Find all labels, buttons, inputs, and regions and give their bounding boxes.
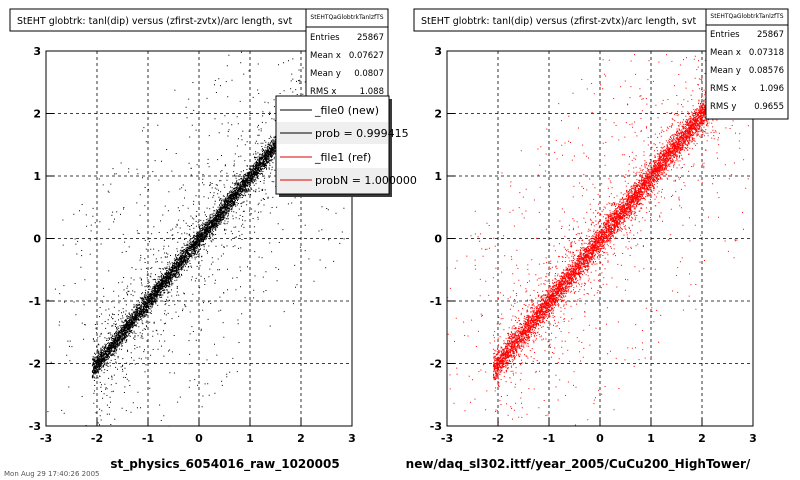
footer-timestamp: Mon Aug 29 17:40:26 2005 xyxy=(4,470,100,478)
right-stats-name: StEHTQaGlobtrkTanlzfTS xyxy=(710,13,783,20)
left-stats-label-entries: Entries xyxy=(310,33,340,43)
y-tick-label: 3 xyxy=(33,45,41,58)
y-tick-label: -1 xyxy=(430,295,442,308)
right-stats-value-mean-y: 0.08576 xyxy=(749,66,784,76)
right-stats-label-entries: Entries xyxy=(710,30,740,40)
y-tick-label: 3 xyxy=(434,45,442,58)
left-stats-name: StEHTQaGlobtrkTanlzfTS xyxy=(310,14,383,21)
right-stats-value-rms-y: 0.9655 xyxy=(754,102,784,112)
left-axis-ticks: -3 -2 -1 0 1 2 3 -3 -2 -1 0 1 2 3 xyxy=(29,45,356,445)
legend-label-prob: prob = 0.999415 xyxy=(315,127,409,140)
right-stats-label-rms-x: RMS x xyxy=(710,84,736,94)
left-stats-value-mean-x: 0.07627 xyxy=(349,51,384,61)
x-tick-label: -1 xyxy=(543,432,555,445)
y-tick-label: 0 xyxy=(434,233,442,246)
right-scatter-points xyxy=(447,51,753,426)
left-title: StEHT globtrk: tanl(dip) versus (zfirst-… xyxy=(17,16,292,27)
x-tick-label: 3 xyxy=(749,432,757,445)
y-tick-label: -1 xyxy=(29,295,41,308)
right-stats-label-mean-y: Mean y xyxy=(710,66,741,76)
legend-label-probn: probN = 1.000000 xyxy=(315,174,417,187)
left-stats-label-mean-y: Mean y xyxy=(310,69,341,79)
legend-label-file1: _file1 (ref) xyxy=(314,151,371,164)
y-tick-label: 2 xyxy=(434,108,442,121)
right-x-axis-title: new/daq_sl302.ittf/year_2005/CuCu200_Hig… xyxy=(406,457,751,472)
right-stats-label-rms-y: RMS y xyxy=(710,102,736,112)
y-tick-label: 0 xyxy=(33,233,41,246)
left-stats-value-entries: 25867 xyxy=(357,33,384,43)
x-tick-label: -1 xyxy=(142,432,154,445)
x-tick-label: -2 xyxy=(91,432,103,445)
left-panel: StEHT globtrk: tanl(dip) versus (zfirst-… xyxy=(9,8,417,472)
x-tick-label: 1 xyxy=(647,432,655,445)
x-tick-label: -2 xyxy=(492,432,504,445)
x-tick-label: -3 xyxy=(40,432,52,445)
x-tick-label: 2 xyxy=(698,432,706,445)
y-tick-label: -3 xyxy=(29,420,41,433)
right-stats-value-mean-x: 0.07318 xyxy=(749,48,784,58)
comparison-legend: _file0 (new) prob = 0.999415 _file1 (ref… xyxy=(275,95,417,197)
y-tick-label: 1 xyxy=(434,170,442,183)
y-tick-label: 2 xyxy=(33,108,41,121)
x-tick-label: 0 xyxy=(195,432,203,445)
right-title: StEHT globtrk: tanl(dip) versus (zfirst-… xyxy=(421,16,696,27)
left-x-axis-title: st_physics_6054016_raw_1020005 xyxy=(110,457,339,472)
x-tick-label: 1 xyxy=(246,432,254,445)
right-stats-box: StEHTQaGlobtrkTanlzfTS Entries 25867 Mea… xyxy=(705,8,789,120)
left-stats-value-mean-y: 0.0807 xyxy=(354,69,384,79)
right-stats-label-mean-x: Mean x xyxy=(710,48,741,58)
left-stats-value-rms-x: 1.088 xyxy=(360,87,384,97)
x-tick-label: 3 xyxy=(348,432,356,445)
left-stats-label-mean-x: Mean x xyxy=(310,51,341,61)
scatter-markers xyxy=(447,51,753,426)
x-tick-label: 0 xyxy=(596,432,604,445)
left-stats-label-rms-x: RMS x xyxy=(310,87,336,97)
x-tick-label: 2 xyxy=(297,432,305,445)
y-tick-label: -3 xyxy=(430,420,442,433)
right-axis-ticks: -3 -2 -1 0 1 2 3 -3 -2 -1 0 1 2 3 xyxy=(430,45,757,445)
y-tick-label: -2 xyxy=(430,358,442,371)
right-stats-value-entries: 25867 xyxy=(757,30,784,40)
y-tick-label: 1 xyxy=(33,170,41,183)
right-stats-value-rms-x: 1.096 xyxy=(760,84,784,94)
x-tick-label: -3 xyxy=(441,432,453,445)
right-panel: StEHT globtrk: tanl(dip) versus (zfirst-… xyxy=(406,8,789,472)
y-tick-label: -2 xyxy=(29,358,41,371)
legend-label-file0: _file0 (new) xyxy=(314,104,379,117)
